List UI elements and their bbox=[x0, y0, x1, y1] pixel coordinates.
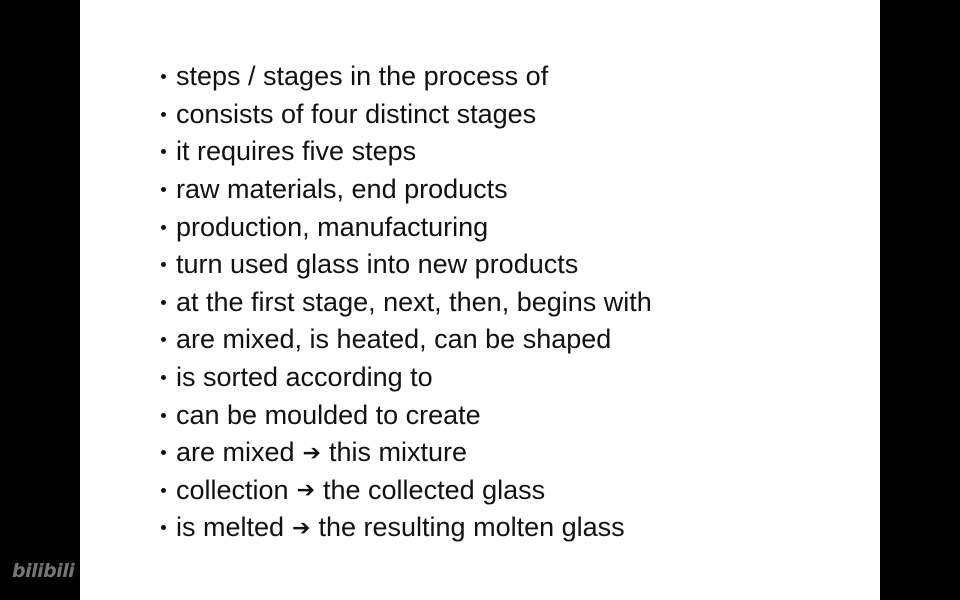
bilibili-watermark-logo: bilibili bbox=[12, 560, 75, 582]
bullet-dot bbox=[161, 412, 166, 418]
bullet-text-left: are mixed bbox=[176, 437, 295, 468]
bullet-text: it requires five steps bbox=[176, 136, 417, 167]
bullet-item: raw materials, end products bbox=[158, 171, 652, 209]
bullet-text-left: is melted bbox=[176, 512, 285, 543]
bullet-text: are mixed, is heated, can be shaped bbox=[176, 324, 612, 355]
bullet-text: raw materials, end products bbox=[176, 174, 508, 205]
bullet-text: consists of four distinct stages bbox=[176, 98, 537, 129]
bullet-item: collection ➔ the collected glass bbox=[158, 472, 652, 510]
bullet-dot bbox=[161, 262, 166, 268]
bullet-list: steps / stages in the process of consist… bbox=[158, 58, 652, 547]
bullet-text: steps / stages in the process of bbox=[176, 61, 549, 92]
bullet-dot bbox=[161, 299, 166, 305]
bullet-text-right: the collected glass bbox=[323, 474, 546, 505]
right-arrow-icon: ➔ bbox=[292, 514, 311, 540]
bullet-dot bbox=[161, 487, 166, 493]
bullet-item: steps / stages in the process of bbox=[158, 58, 652, 96]
bullet-item: are mixed, is heated, can be shaped bbox=[158, 321, 652, 359]
slide: steps / stages in the process of consist… bbox=[80, 0, 880, 600]
bullet-item: at the first stage, next, then, begins w… bbox=[158, 284, 652, 322]
bullet-dot bbox=[161, 375, 166, 381]
bullet-item: it requires five steps bbox=[158, 133, 652, 171]
bullet-dot bbox=[161, 224, 166, 230]
bullet-dot bbox=[161, 525, 166, 531]
bullet-text: at the first stage, next, then, begins w… bbox=[176, 286, 652, 317]
bullet-text: can be moulded to create bbox=[176, 399, 481, 430]
bullet-dot bbox=[161, 187, 166, 193]
bullet-item: turn used glass into new products bbox=[158, 246, 652, 284]
bullet-item: consists of four distinct stages bbox=[158, 96, 652, 134]
bullet-item: can be moulded to create bbox=[158, 396, 652, 434]
bullet-text-right: this mixture bbox=[328, 437, 468, 468]
bullet-dot bbox=[161, 450, 166, 456]
bullet-text: is sorted according to bbox=[176, 362, 433, 393]
right-arrow-icon: ➔ bbox=[296, 477, 315, 503]
bullet-item: is sorted according to bbox=[158, 359, 652, 397]
bullet-item: is melted ➔ the resulting molten glass bbox=[158, 509, 652, 547]
bullet-text: turn used glass into new products bbox=[176, 249, 579, 280]
bullet-item: are mixed ➔ this mixture bbox=[158, 434, 652, 472]
bullet-dot bbox=[161, 337, 166, 343]
bullet-dot bbox=[161, 74, 166, 80]
bullet-dot bbox=[161, 149, 166, 155]
bullet-text-left: collection bbox=[176, 474, 289, 505]
bullet-text-right: the resulting molten glass bbox=[318, 512, 625, 543]
bullet-item: production, manufacturing bbox=[158, 208, 652, 246]
bullet-text: production, manufacturing bbox=[176, 211, 489, 242]
right-arrow-icon: ➔ bbox=[302, 439, 321, 465]
bullet-dot bbox=[161, 111, 166, 117]
